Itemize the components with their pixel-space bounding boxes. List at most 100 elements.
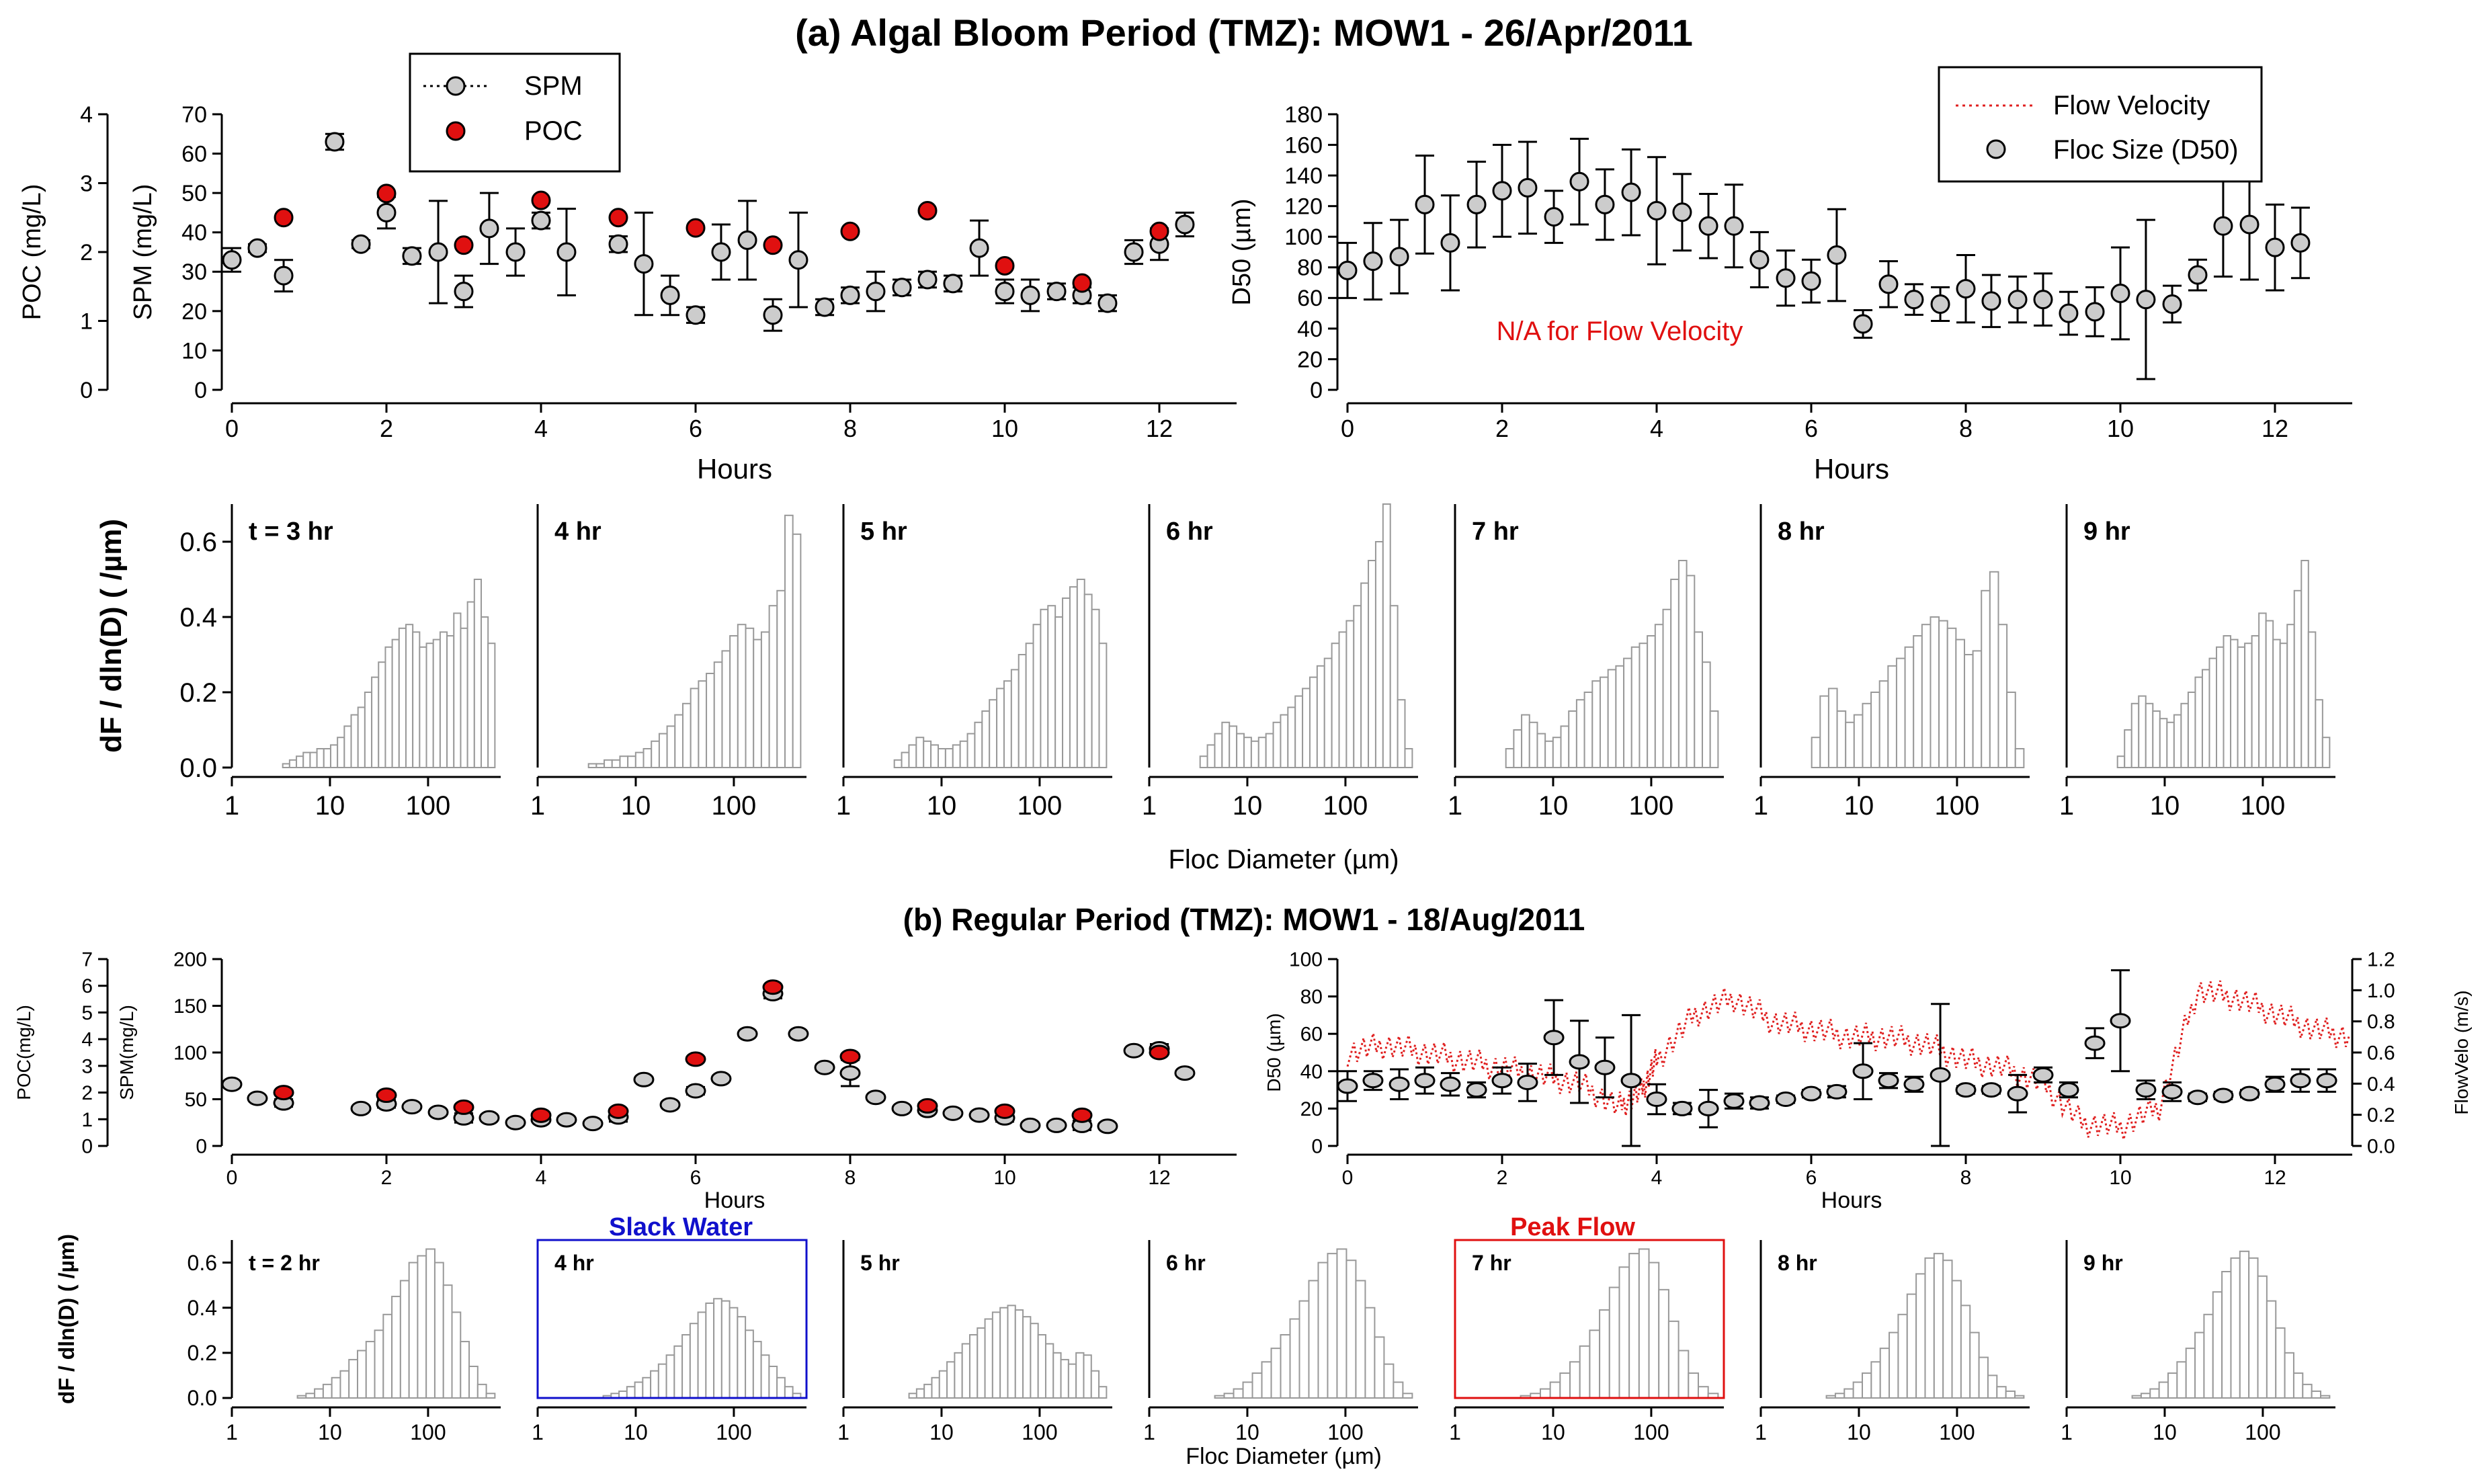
hist-b-bar xyxy=(642,1376,652,1399)
hist-a-bar xyxy=(634,751,645,768)
a1-spm-point xyxy=(402,246,422,266)
hist-b-bar xyxy=(1280,1334,1291,1399)
b2-d50-point xyxy=(1723,1093,1745,1109)
hist-b-bar xyxy=(1951,1280,1962,1399)
hist-a-bar xyxy=(1575,699,1585,768)
a2-d50-point xyxy=(2265,237,2285,257)
hist-b-bar xyxy=(382,1313,393,1399)
b2-d50-point xyxy=(1440,1076,1461,1092)
hist-a-bar xyxy=(698,680,708,769)
a2-x-axis-title: Hours xyxy=(1814,453,1889,485)
hist-b-panel-label: 4 hr xyxy=(554,1251,594,1275)
hist-a-bar xyxy=(1076,579,1085,768)
a1-spm-point xyxy=(479,218,499,239)
a1-poc-point xyxy=(274,208,294,228)
hist-b-x-tick-label: 1 xyxy=(1755,1420,1767,1444)
hist-a-bar xyxy=(1382,503,1391,768)
a2-d50-point xyxy=(2188,265,2208,285)
hist-a-x-tick-label: 100 xyxy=(1323,791,1368,821)
hist-a-bar xyxy=(1989,571,1999,768)
a1-x-tick-label: 2 xyxy=(380,415,393,442)
hist-b-bar xyxy=(1060,1358,1069,1399)
b2-velocity-tick-label: 0.0 xyxy=(2367,1136,2395,1158)
b2-d50-point xyxy=(1491,1073,1513,1089)
hist-b-bar xyxy=(2239,1250,2250,1399)
hist-a-bar xyxy=(323,748,331,768)
hist-a-bar xyxy=(1963,654,1974,768)
hist-b-bar xyxy=(634,1381,644,1399)
hist-b-bar xyxy=(314,1388,324,1399)
b2-d50-point xyxy=(2110,1013,2131,1029)
hist-b-bar xyxy=(908,1393,917,1399)
a1-spm-point xyxy=(892,278,912,298)
hist-a-bar xyxy=(391,638,400,768)
a1-spm-point xyxy=(815,297,835,317)
b1-poc-tick-label: 1 xyxy=(81,1109,93,1131)
a2-d50-tick-label: 100 xyxy=(1284,224,1323,250)
hist-b-bar xyxy=(1030,1323,1039,1399)
chart-a2-d50: 0 20 40 60 80 100 120 140 160 180 0 2 4 6 8 10 12 D50 (µm… xyxy=(1228,66,2352,485)
hist-a-bar xyxy=(1536,733,1546,768)
b2-d50-point xyxy=(2212,1087,2234,1104)
hist-a-bar xyxy=(2014,748,2025,768)
a2-d50-point xyxy=(2239,214,2259,235)
hist-a-bar xyxy=(1397,699,1406,768)
a2-d50-point xyxy=(1466,194,1487,214)
hist-a-bar xyxy=(1236,733,1245,768)
a1-spm-point xyxy=(686,305,706,325)
a1-poc-tick-label: 0 xyxy=(80,378,93,403)
hist-b-y-tick-label: 0.4 xyxy=(188,1296,217,1320)
a2-legend-velocity-label: Flow Velocity xyxy=(2053,91,2210,120)
hist-a-bar xyxy=(721,650,731,769)
hist-b-bar xyxy=(931,1376,940,1399)
hist-a-bar xyxy=(1047,605,1056,769)
a2-d50-point xyxy=(1415,194,1435,214)
b1-spm-point xyxy=(221,1076,243,1092)
a1-spm-point xyxy=(1124,242,1144,262)
b2-d50-tick-label: 40 xyxy=(1300,1061,1323,1083)
a1-x-axis-title: Hours xyxy=(697,453,772,485)
a1-poc-point xyxy=(608,208,628,228)
hist-b-x-tick-label: 100 xyxy=(1022,1420,1057,1444)
hist-b-panel-3: 1 10 100 5 hr xyxy=(837,1240,1112,1444)
b1-poc-point xyxy=(1071,1107,1093,1123)
b2-d50-point xyxy=(1903,1076,1925,1092)
b1-poc-tick-label: 2 xyxy=(81,1082,93,1104)
hist-a-bar xyxy=(1887,665,1897,768)
hist-a-bar xyxy=(1505,748,1515,768)
hist-a-bar xyxy=(604,759,613,769)
hist-b-bar xyxy=(1549,1381,1561,1399)
a2-d50-point xyxy=(1389,247,1409,267)
hist-a-bar xyxy=(1010,669,1020,769)
hist-b-bar xyxy=(768,1366,778,1399)
hist-a-panel-label: 8 hr xyxy=(1778,518,1825,546)
hist-b-bar xyxy=(433,1262,444,1399)
hist-a-bar xyxy=(309,751,318,768)
hist-a-bar xyxy=(1040,608,1049,768)
hist-a-bar xyxy=(2180,702,2189,769)
hist-a-bar xyxy=(627,755,636,768)
a2-d50-point xyxy=(2213,216,2233,236)
hist-b-bar xyxy=(1638,1248,1650,1399)
a1-spm-point xyxy=(788,250,808,270)
hist-a-bar xyxy=(296,755,304,768)
hist-b-x-tick-label: 1 xyxy=(532,1420,544,1444)
b2-d50-point xyxy=(1517,1074,1538,1090)
b2-velocity-tick-label: 1.2 xyxy=(2367,949,2395,971)
b2-d50-tick-label: 80 xyxy=(1300,986,1323,1008)
hist-b-bar xyxy=(442,1284,453,1399)
hist-a-bar xyxy=(1997,624,2008,769)
slack-water-box xyxy=(536,1239,808,1399)
hist-a-bar xyxy=(1374,541,1384,768)
hist-b-bar xyxy=(1960,1305,1971,1399)
hist-a-bar xyxy=(1360,582,1370,768)
hist-a-bar xyxy=(937,748,946,768)
a1-spm-tick-label: 10 xyxy=(181,338,207,364)
a2-d50-tick-label: 140 xyxy=(1284,163,1323,189)
hist-b-bar xyxy=(729,1307,739,1399)
hist-a-y-tick-label: 0.4 xyxy=(179,603,217,632)
hist-b-bar xyxy=(954,1352,963,1399)
a1-spm-point xyxy=(222,250,242,270)
hist-a-bar xyxy=(1083,593,1093,769)
hist-a-bar xyxy=(1389,605,1399,769)
